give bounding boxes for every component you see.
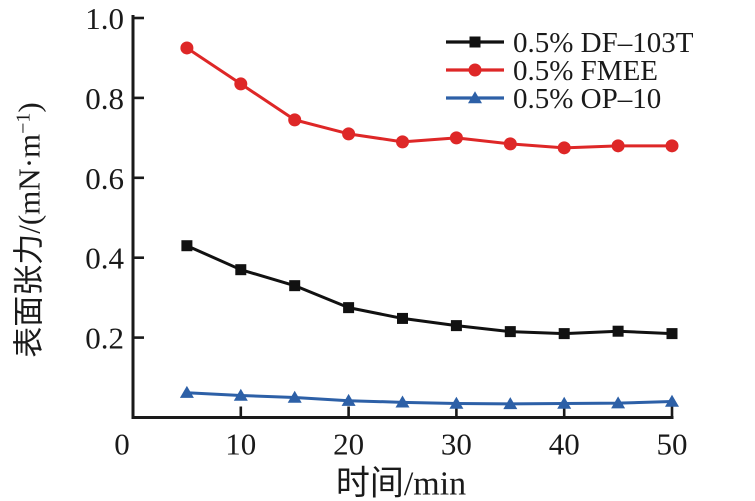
data-point-0-5-op-10 [611,396,626,409]
series-line-0-5-df-103t [186,244,673,336]
legend-marker-0-5-op-10 [468,91,482,104]
data-point-0-5-df-103t [558,328,570,340]
data-point-0-5-op-10 [449,396,464,409]
data-point-0-5-fmee [288,113,302,127]
data-point-0-5-df-103t [450,320,462,332]
x-tick-label: 40 [549,427,580,462]
data-point-0-5-op-10 [179,385,194,398]
series-line-0-5-op-10 [186,391,673,406]
origin-tick-label: 0 [114,427,130,462]
legend-label-0-5-op-10: 0.5% OP–10 [513,83,661,115]
data-point-0-5-df-103t [235,264,247,276]
x-tick-label: 20 [333,427,364,462]
x-tick-label: 30 [441,427,472,462]
data-point-0-5-fmee [611,139,625,153]
y-axis-title-close: ) [11,102,47,113]
data-point-0-5-df-103t [397,312,408,324]
data-point-0-5-fmee [503,137,517,151]
data-point-0-5-op-10 [665,394,679,407]
y-tick-label: 1.0 [85,1,124,36]
data-point-0-5-fmee [449,131,463,145]
data-point-0-5-op-10 [233,388,248,401]
data-point-0-5-fmee [342,127,356,141]
y-tick-label: 0.4 [85,241,124,276]
y-axis-title-superscript: −1 [12,112,35,134]
data-point-0-5-df-103t [504,326,516,338]
data-point-0-5-df-103t [666,328,678,340]
data-point-0-5-fmee [396,135,409,149]
y-tick-label: 0.8 [85,81,124,116]
data-point-0-5-df-103t [181,240,193,252]
y-axis-title-base: 表面张力/(mN·m [11,133,47,358]
x-tick-label: 50 [657,427,688,462]
y-axis-title: 表面张力/(mN·m−1) [4,102,49,357]
x-tick-label: 10 [225,427,256,462]
data-point-0-5-op-10 [557,396,572,409]
data-point-0-5-op-10 [503,397,518,410]
data-point-0-5-df-103t [612,325,624,337]
data-point-0-5-op-10 [341,393,356,406]
legend-marker-0-5-fmee [468,63,482,77]
data-point-0-5-fmee [557,141,571,155]
data-point-0-5-df-103t [343,302,355,314]
legend-label-0-5-df-103t: 0.5% DF–103T [513,27,694,59]
legend-label-0-5-fmee: 0.5% FMEE [513,55,658,87]
series-line-0-5-fmee [186,46,672,150]
data-point-0-5-op-10 [395,395,410,408]
data-point-0-5-df-103t [289,280,301,292]
y-tick-label: 0.6 [85,161,124,196]
data-point-0-5-fmee [180,41,194,55]
data-point-0-5-fmee [665,139,679,153]
axis-frame [131,15,674,419]
legend-marker-0-5-df-103t [469,36,481,48]
data-point-0-5-op-10 [287,390,302,403]
y-tick-label: 0.2 [85,321,124,356]
x-axis-title: 时间/min [335,465,467,501]
data-point-0-5-fmee [234,77,248,91]
